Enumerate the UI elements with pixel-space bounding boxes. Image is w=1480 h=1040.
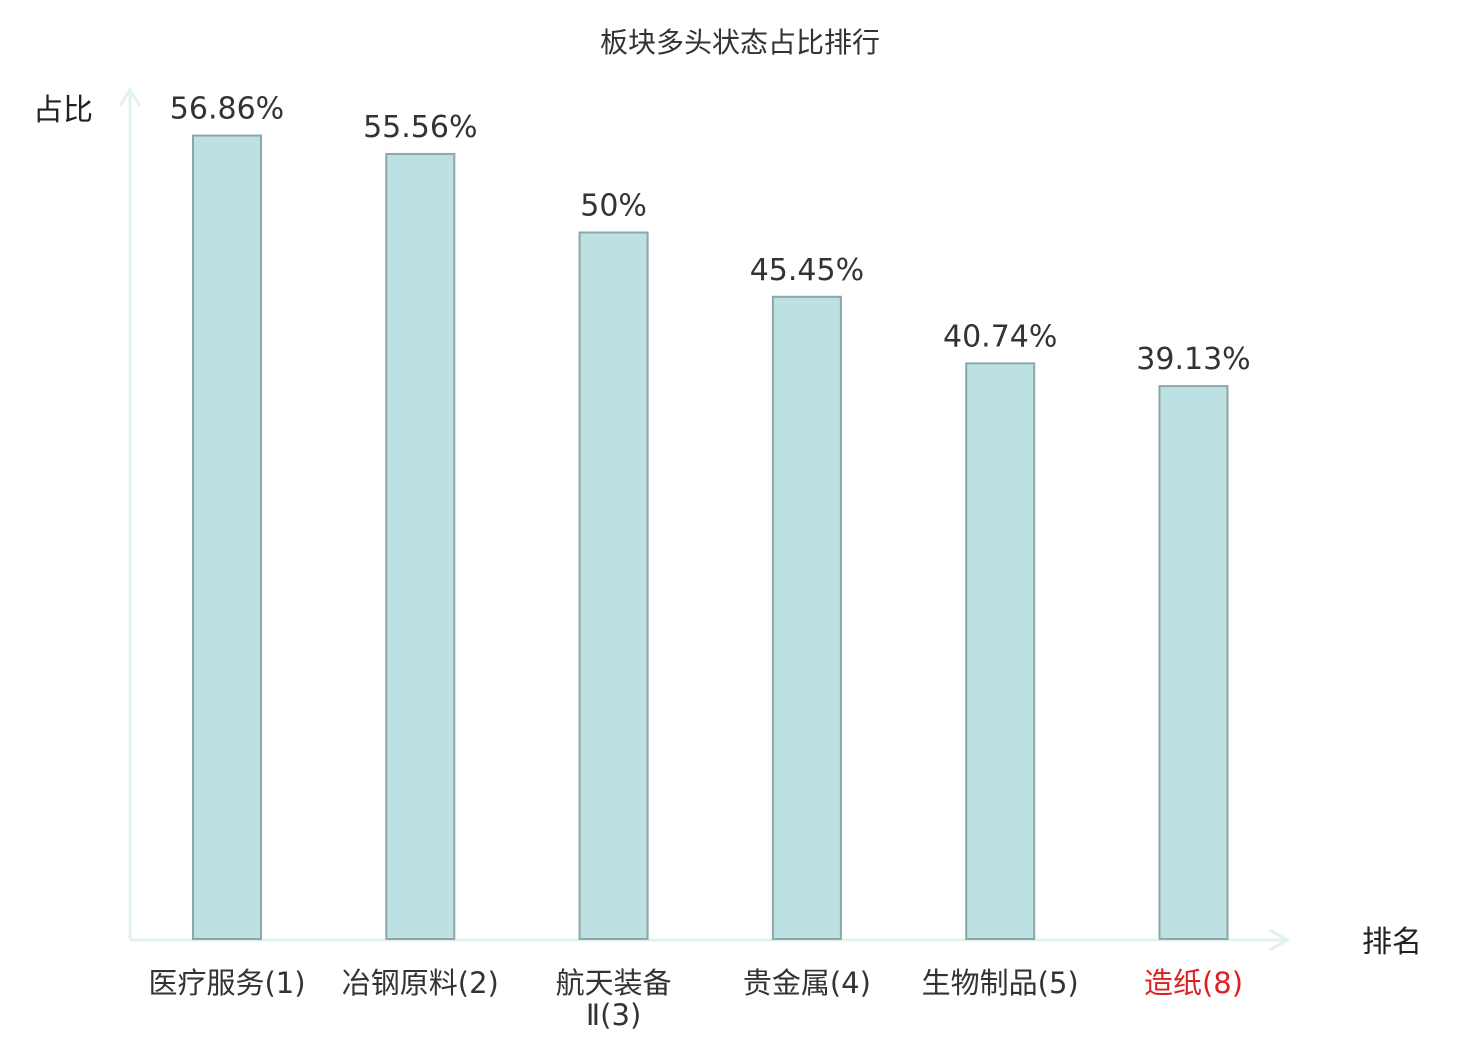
x-tick-label: 生物制品(5) bbox=[922, 966, 1079, 1000]
data-label: 40.74% bbox=[943, 319, 1057, 354]
data-label: 50% bbox=[580, 189, 647, 224]
x-tick-label: 贵金属(4) bbox=[743, 966, 871, 1000]
y-axis-arrow bbox=[118, 87, 142, 107]
y-axis-label: 占比 bbox=[33, 93, 93, 128]
x-tick-label: 冶钢原料(2) bbox=[342, 966, 499, 1000]
bar bbox=[192, 134, 262, 941]
x-tick-label: 造纸(8) bbox=[1144, 966, 1243, 1000]
value-labels: 56.86% 55.56% 50% 45.45% 40.74% 39.13% bbox=[170, 92, 1251, 378]
bar bbox=[385, 152, 456, 940]
bar bbox=[965, 362, 1036, 940]
data-label: 56.86% bbox=[170, 92, 284, 127]
data-label: 55.56% bbox=[363, 110, 477, 145]
x-axis-arrow bbox=[1269, 928, 1290, 952]
bar bbox=[771, 295, 842, 940]
data-label: 45.45% bbox=[750, 253, 864, 288]
chart-title: 板块多头状态占比排行 bbox=[600, 26, 880, 59]
x-axis-label: 排名 bbox=[1362, 925, 1422, 960]
bar bbox=[1158, 385, 1229, 941]
bars bbox=[192, 134, 1229, 941]
data-label: 39.13% bbox=[1136, 342, 1250, 377]
x-tick-label-line2: Ⅱ(3) bbox=[586, 998, 641, 1032]
axes bbox=[118, 87, 1290, 952]
x-tick-label: 医疗服务(1) bbox=[148, 966, 305, 1000]
bar bbox=[578, 231, 649, 940]
x-tick-label: 航天装备 bbox=[556, 966, 672, 1000]
